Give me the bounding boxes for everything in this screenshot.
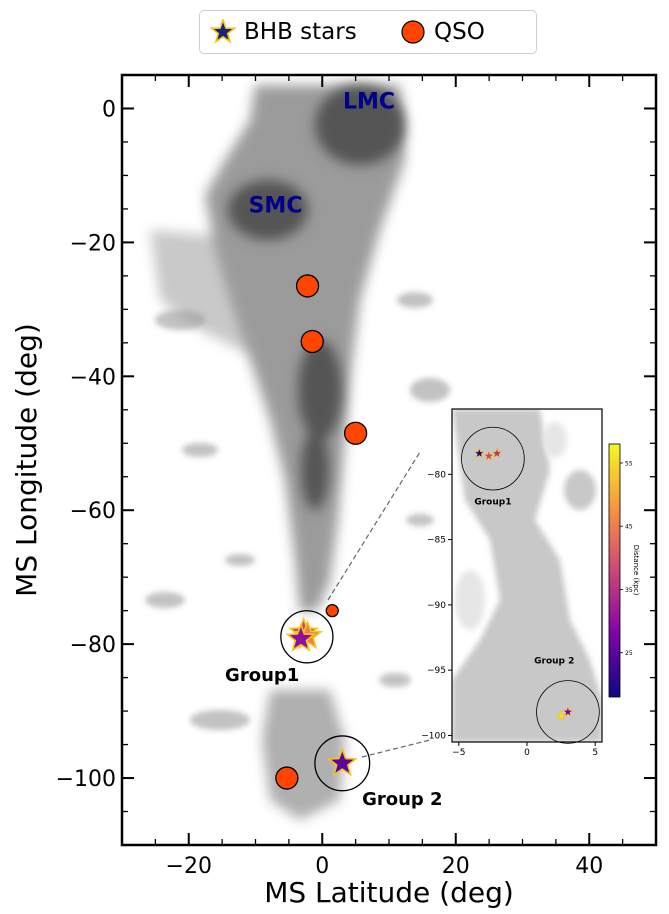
region-annotations: LMC SMC Group1 Group 2 <box>225 89 443 809</box>
colorbar-tick-label: 25 <box>625 650 633 657</box>
inset-star-markers <box>473 447 574 721</box>
colorbar-tick-label: 55 <box>625 460 633 467</box>
group-circle <box>314 735 371 792</box>
qso-legend-icon <box>401 20 425 44</box>
zoom-connector-upper <box>327 451 421 601</box>
inset-star-marker <box>555 710 567 721</box>
inset-axis-ticks <box>448 473 596 746</box>
x-tick-label: 20 <box>442 854 470 879</box>
bhb-star-legend-icon <box>210 19 236 44</box>
inset-group-circles <box>461 426 600 744</box>
inset-axis-tick-labels: −5 0 5 −80 −85 −90 −95 −100 <box>421 470 598 758</box>
y-tick-label: −80 <box>70 633 116 658</box>
inset-group-label: Group 2 <box>534 657 574 667</box>
x-tick-label: 40 <box>575 854 603 879</box>
group-circles <box>280 610 371 792</box>
legend-label-bhb: BHB stars <box>244 19 357 45</box>
inset-group-circle <box>536 680 600 744</box>
qso-marker <box>325 604 339 618</box>
x-tick-label: 0 <box>315 854 329 879</box>
inset-y-tick-label: −85 <box>427 536 446 546</box>
zoom-connector-lower <box>361 739 431 758</box>
qso-marker <box>295 274 320 298</box>
bhb-star-marker <box>285 622 317 652</box>
inset-group-label: Group1 <box>474 497 511 507</box>
colorbar-tick-label: 35 <box>625 587 633 594</box>
bhb-star-markers <box>285 616 358 777</box>
qso-marker <box>275 766 299 790</box>
region-label: SMC <box>249 193 303 218</box>
inset-panel: −5 0 5 −80 −85 −90 −95 −100 Group1 Group 2 <box>421 408 603 758</box>
y-tick-label: −60 <box>70 499 116 524</box>
inset-x-tick-label: −5 <box>452 748 465 758</box>
colorbar-ticks: 25 35 45 55 <box>620 460 633 657</box>
y-tick-label: −100 <box>56 767 116 792</box>
inset-y-tick-label: −90 <box>427 601 446 611</box>
inset-y-tick-label: −100 <box>421 731 446 741</box>
y-tick-label: −40 <box>70 365 116 390</box>
legend-label-qso: QSO <box>434 19 485 45</box>
inset-star-marker <box>473 447 485 459</box>
colorbar-label: Distance (kpc) <box>632 545 640 596</box>
group-label: Group1 <box>225 665 299 686</box>
x-axis-label: MS Latitude (deg) <box>264 876 514 909</box>
main-axis-tick-labels: −20 0 20 40 0 −20 −40 −60 −80 −100 <box>56 97 604 879</box>
qso-markers <box>275 274 368 790</box>
colorbar-gradient <box>608 443 621 698</box>
colorbar-tick-label: 45 <box>625 524 633 531</box>
legend-item-bhb: BHB stars <box>210 11 357 53</box>
bhb-star-marker <box>326 746 358 777</box>
group-label: Group 2 <box>362 789 443 810</box>
inset-y-tick-label: −95 <box>427 666 446 676</box>
inset-gas-map <box>452 409 602 742</box>
inset-group-circle <box>461 426 525 491</box>
region-label: LMC <box>343 89 395 114</box>
legend: BHB stars QSO <box>199 10 537 54</box>
y-tick-label: 0 <box>102 97 116 122</box>
y-tick-label: −20 <box>70 231 116 256</box>
x-tick-label: −20 <box>166 854 212 879</box>
colorbar: 25 35 45 55 Distance (kpc) <box>608 443 640 698</box>
inset-x-tick-label: 5 <box>592 748 598 758</box>
inset-star-marker <box>483 450 495 461</box>
inset-star-marker <box>491 447 503 459</box>
group-circle <box>280 610 334 664</box>
legend-item-qso: QSO <box>400 11 485 53</box>
inset-y-tick-label: −80 <box>427 470 446 480</box>
main-plot-frame <box>120 73 658 847</box>
inset-star-marker <box>562 706 574 717</box>
qso-marker <box>300 329 324 354</box>
y-axis-label: MS Longitude (deg) <box>10 323 43 597</box>
inset-group-labels: Group1 Group 2 <box>474 497 574 666</box>
qso-marker <box>343 421 368 445</box>
inset-x-tick-label: 0 <box>524 748 530 758</box>
